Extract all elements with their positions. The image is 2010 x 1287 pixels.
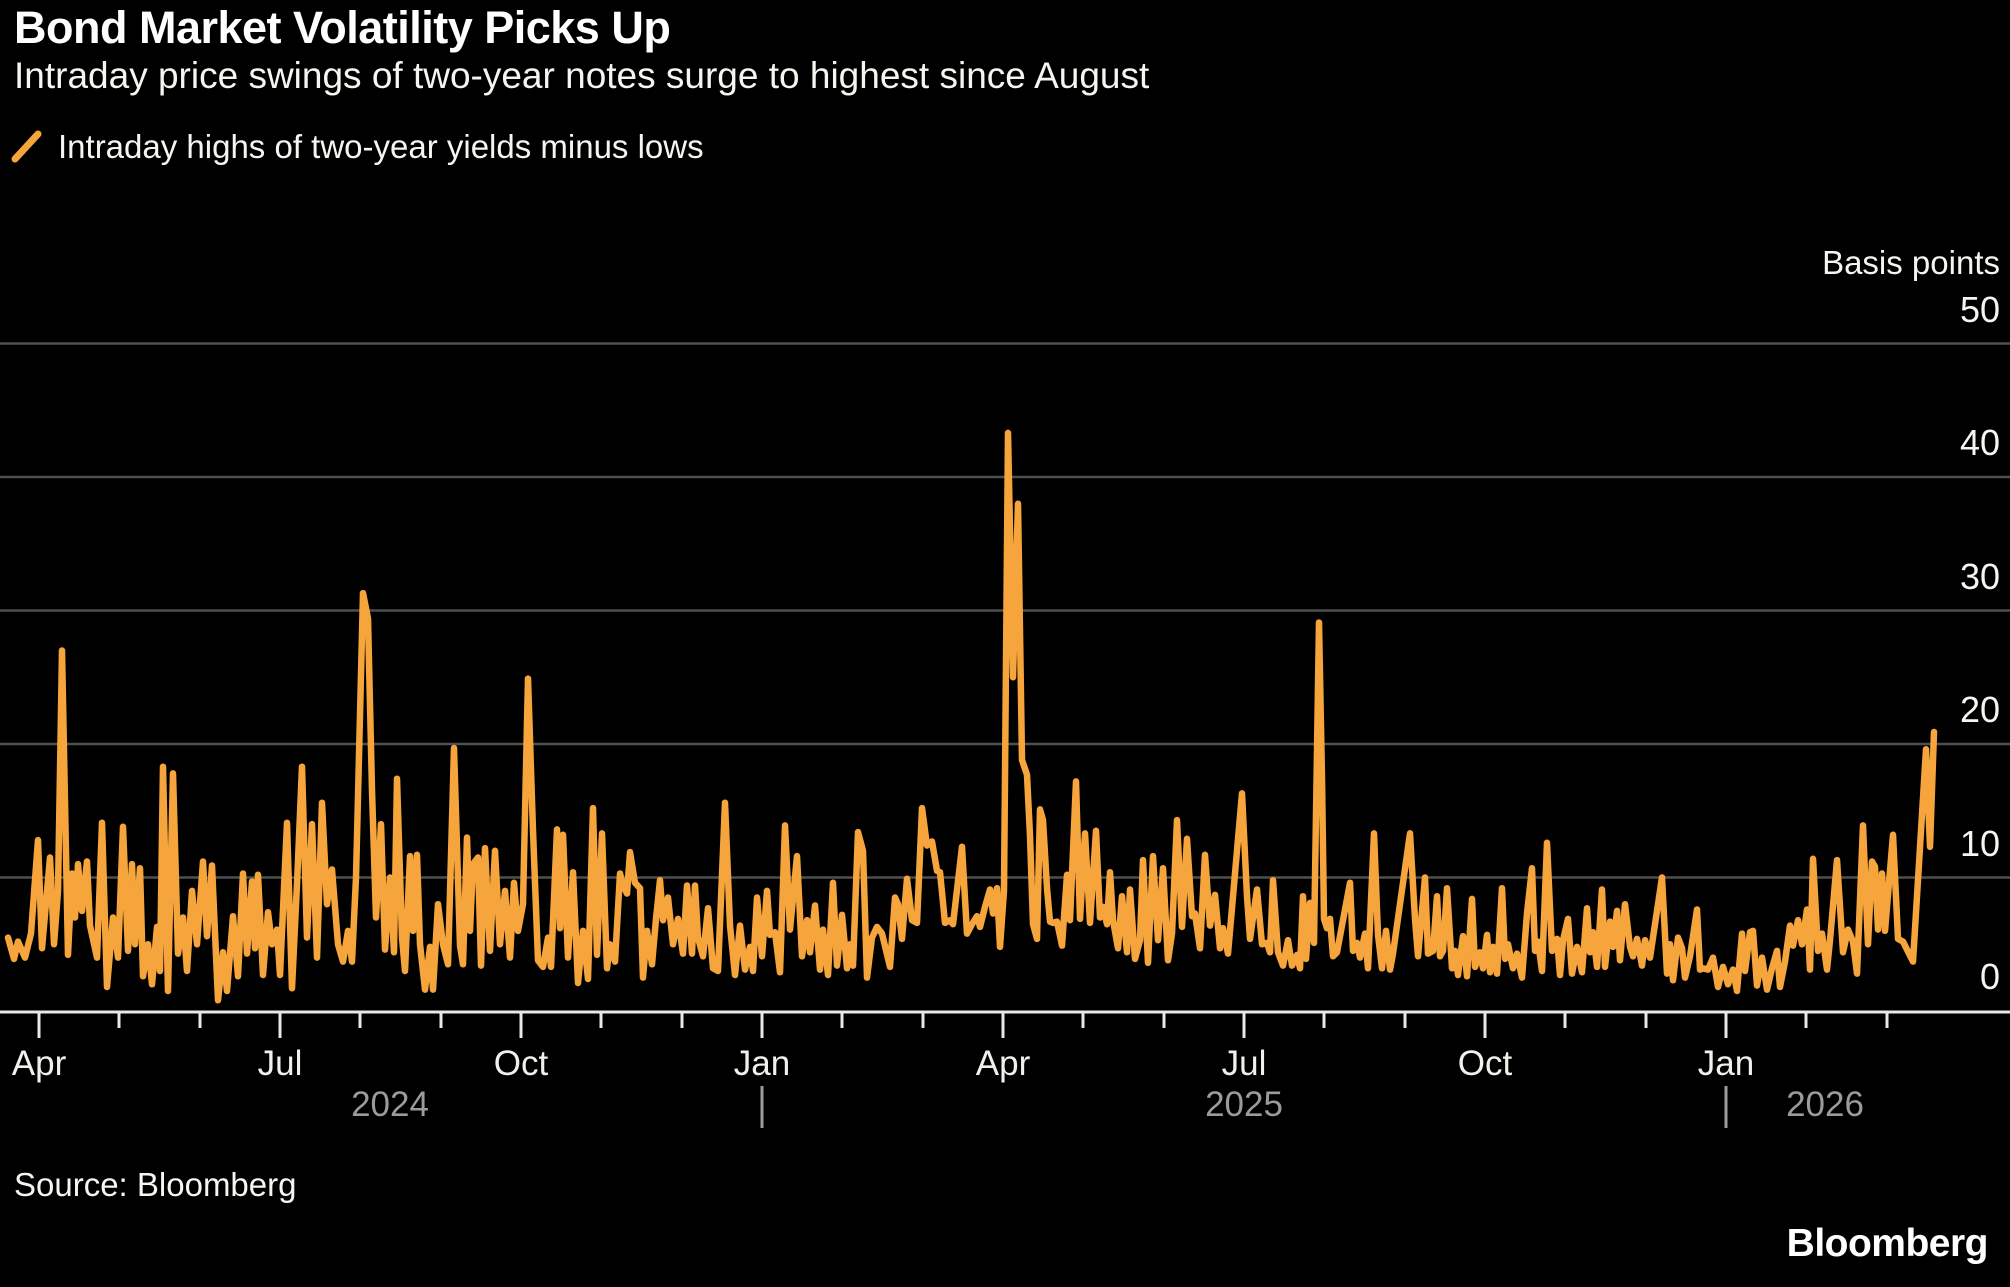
page-subtitle: Intraday price swings of two-year notes … [14,55,1150,96]
y-tick-label: 30 [1959,555,2000,597]
x-month-label: Apr [11,1044,67,1083]
legend: Intraday highs of two-year yields minus … [10,128,704,166]
x-month-label: Jul [1221,1044,1267,1083]
x-year-label: 2025 [1205,1085,1283,1124]
page-title: Bond Market Volatility Picks Up [14,2,671,53]
x-month-label: Apr [975,1044,1031,1083]
x-month-label: Jul [257,1044,303,1083]
y-tick-label: 10 [1959,822,2000,864]
x-month-label: Jan [733,1044,791,1083]
y-tick-label: 0 [1979,956,2000,997]
x-month-label: Jan [1697,1044,1755,1083]
x-month-label: Oct [1457,1044,1513,1083]
x-month-label: Oct [493,1044,549,1083]
intraday-yield-range-series [4,429,1938,1004]
source-note: Source: Bloomberg [14,1166,297,1203]
bloomberg-logo: Bloomberg [1786,1222,1989,1265]
y-tick-label: 40 [1959,422,2000,463]
y-tick-label: 50 [1959,288,2000,330]
legend-slash-icon [11,130,42,163]
legend-label: Intraday highs of two-year yields minus … [58,128,704,165]
x-year-label: 2026 [1786,1085,1864,1124]
y-tick-label: 20 [1959,689,2000,730]
y-axis-unit-label: Basis points [1822,244,2000,281]
x-year-label: 2024 [351,1085,429,1124]
